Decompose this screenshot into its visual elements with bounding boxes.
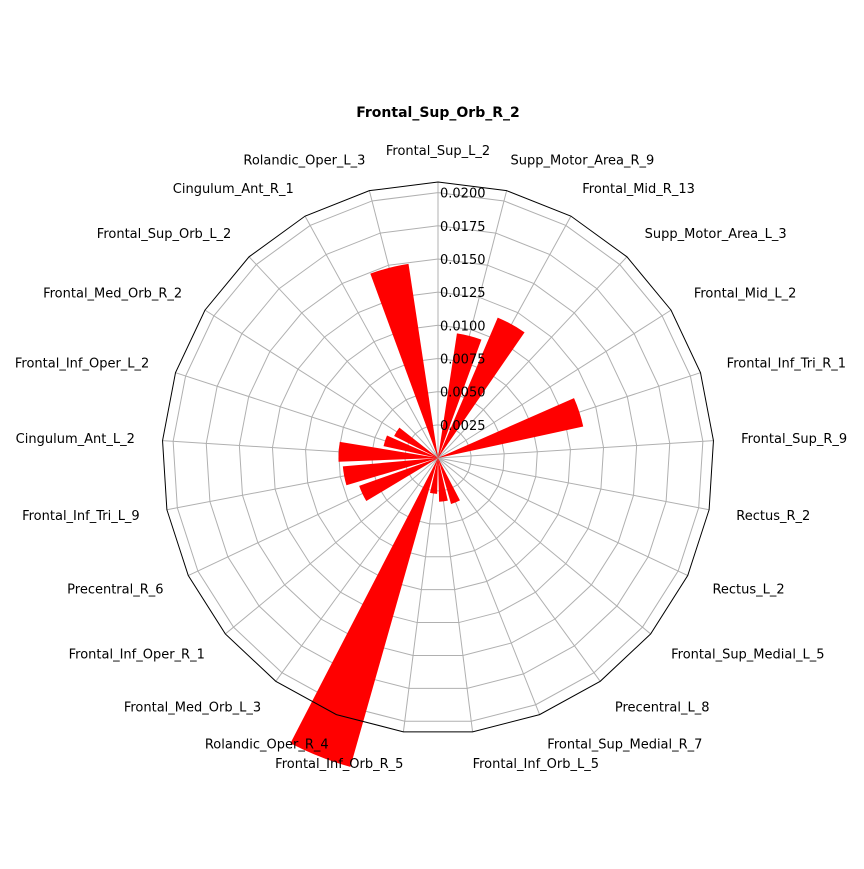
angular-grid <box>162 182 714 732</box>
bar <box>338 441 438 462</box>
grid-spoke <box>437 309 672 459</box>
radial-tick-label: 0.0025 <box>440 419 486 434</box>
category-label: Precentral_R_6 <box>67 583 163 598</box>
bar <box>342 458 438 486</box>
grid-spoke <box>437 440 714 459</box>
radial-tick-label: 0.0200 <box>440 187 486 202</box>
category-label: Frontal_Sup_L_2 <box>386 144 490 159</box>
grid-spoke <box>437 457 710 511</box>
grid-spoke <box>248 256 439 459</box>
bar <box>359 458 438 502</box>
grid-spoke <box>437 256 628 459</box>
grid-spoke <box>437 457 688 576</box>
category-label: Frontal_Sup_Orb_L_2 <box>97 227 232 242</box>
bar <box>429 458 438 494</box>
bar <box>438 333 482 458</box>
bar <box>438 458 448 502</box>
bar <box>370 263 438 458</box>
category-labels: Frontal_Sup_L_2 Supp_Motor_Area_R_9 Fronta… <box>15 144 847 772</box>
grid-ring <box>238 258 638 656</box>
grid-ring <box>305 324 571 591</box>
grid-ring <box>338 357 538 558</box>
bar <box>438 317 525 458</box>
grid-spoke <box>437 457 474 732</box>
radial-tick-labels: 0.0025 0.0050 0.0075 0.0100 0.0125 0.0150 0.01… <box>440 187 486 434</box>
outer-frame <box>162 181 714 733</box>
radial-tick-label: 0.0100 <box>440 319 486 334</box>
category-label: Cingulum_Ant_L_2 <box>16 432 135 447</box>
category-label: Frontal_Inf_Orb_L_5 <box>473 757 599 772</box>
category-label: Frontal_Inf_Tri_R_1 <box>727 356 846 371</box>
grid-ring <box>172 192 704 722</box>
grid-ring <box>271 291 605 624</box>
category-label: Frontal_Med_Orb_L_3 <box>124 700 261 715</box>
radial-tick-label: 0.0175 <box>440 220 486 235</box>
radial-tick-label: 0.0075 <box>440 352 486 367</box>
bar <box>438 458 460 504</box>
category-label: Frontal_Med_Orb_R_2 <box>43 287 182 302</box>
category-label: Rectus_R_2 <box>736 509 810 524</box>
category-label: Frontal_Mid_L_2 <box>694 287 797 302</box>
category-label: Frontal_Sup_R_9 <box>741 432 847 447</box>
radial-tick-label: 0.0050 <box>440 386 486 401</box>
category-label: Frontal_Inf_Oper_L_2 <box>15 356 149 371</box>
radial-tick-label: 0.0125 <box>440 286 486 301</box>
category-label: Frontal_Mid_R_13 <box>582 182 695 197</box>
category-label: Rolandic_Oper_L_3 <box>243 153 365 168</box>
bars-group <box>290 263 584 767</box>
radial-tick-label: 0.0150 <box>440 253 486 268</box>
grid-spoke <box>275 457 439 682</box>
bar <box>394 427 438 458</box>
category-label: Frontal_Sup_Medial_R_7 <box>547 738 702 753</box>
category-label: Rectus_L_2 <box>712 583 784 598</box>
category-label: Precentral_L_8 <box>615 700 710 715</box>
category-label: Frontal_Inf_Orb_R_5 <box>275 757 403 772</box>
bar <box>438 398 584 458</box>
grid-spoke <box>225 457 439 635</box>
category-label: Supp_Motor_Area_R_9 <box>511 153 655 168</box>
chart-title: Frontal_Sup_Orb_R_2 <box>356 105 520 121</box>
category-label: Supp_Motor_Area_L_3 <box>645 227 787 242</box>
category-label: Rolandic_Oper_R_4 <box>205 738 329 753</box>
grid-ring <box>205 225 671 689</box>
category-label: Frontal_Inf_Tri_L_9 <box>22 509 140 524</box>
radial-grid <box>172 192 704 722</box>
bar <box>290 458 438 767</box>
grid-spoke <box>304 215 439 459</box>
grid-spoke <box>437 457 601 682</box>
category-label: Frontal_Sup_Medial_L_5 <box>671 648 824 663</box>
grid-spoke <box>437 457 651 635</box>
bar <box>383 435 438 458</box>
grid-ring <box>371 391 505 525</box>
category-label: Frontal_Inf_Oper_R_1 <box>69 648 205 663</box>
grid-spoke <box>402 457 439 732</box>
category-label: Cingulum_Ant_R_1 <box>173 182 294 197</box>
